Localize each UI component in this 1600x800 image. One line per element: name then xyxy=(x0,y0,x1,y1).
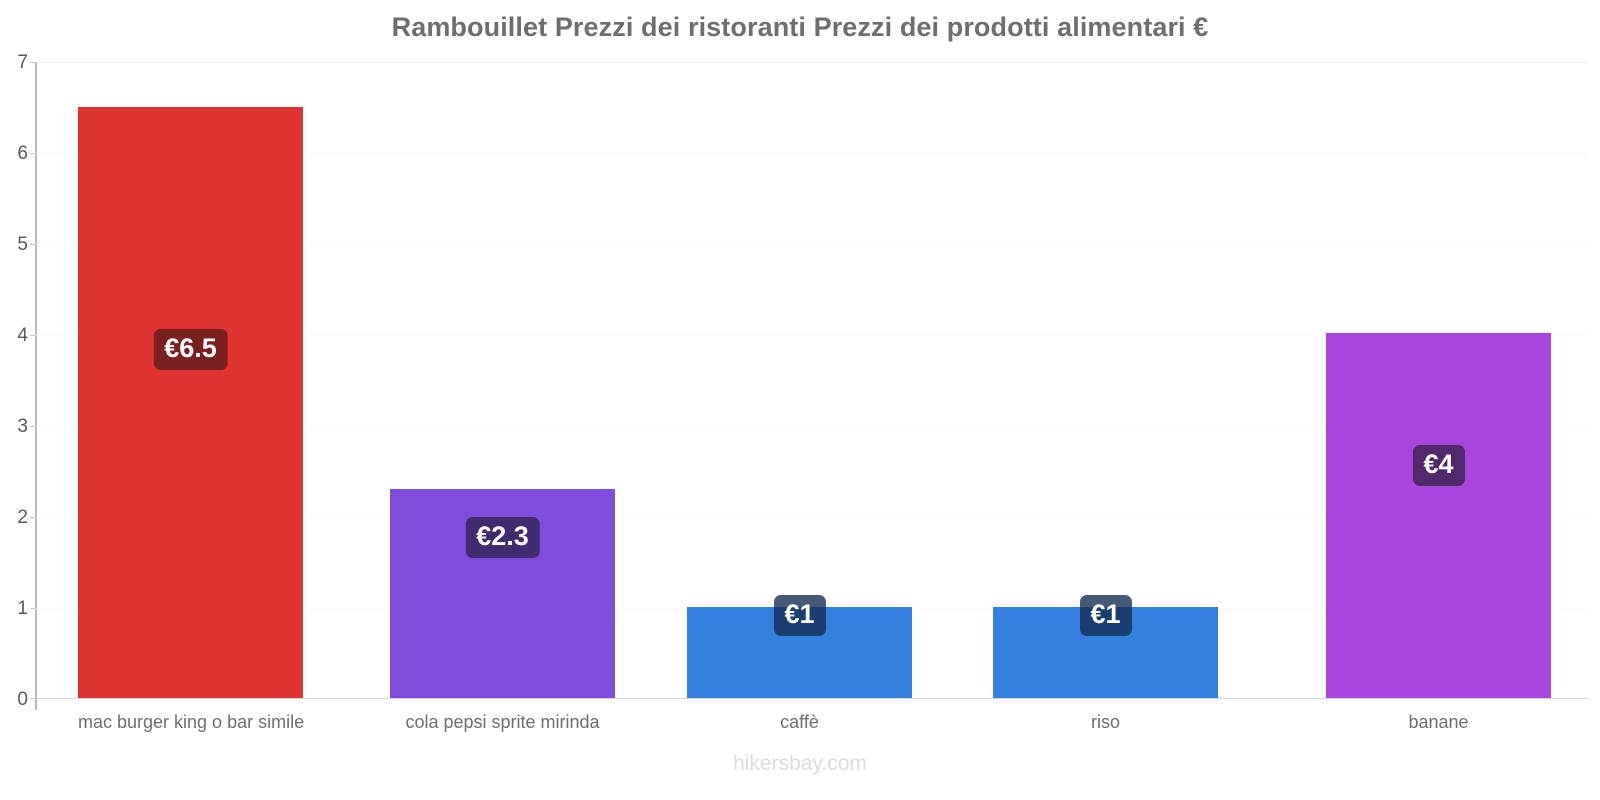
gridline-4 xyxy=(36,335,1588,336)
y-axis-line xyxy=(35,62,37,710)
chart-title: Rambouillet Prezzi dei ristoranti Prezzi… xyxy=(391,12,1209,42)
y-tick-label-5: 5 xyxy=(17,234,28,255)
gridline-7 xyxy=(36,62,1588,63)
y-tick-mark-2 xyxy=(30,517,37,518)
bar-riso[interactable]: €1 xyxy=(993,595,1218,698)
plot-area: €6.5 €2.3 €1 €1 €4 xyxy=(36,62,1588,698)
bar-banane[interactable]: €4 xyxy=(1326,333,1551,698)
gridline-6 xyxy=(36,153,1588,154)
y-tick-label-4: 4 xyxy=(17,325,28,346)
y-tick-mark-0 xyxy=(30,698,37,699)
x-tick-label-riso: riso xyxy=(1090,712,1120,732)
y-tick-mark-7 xyxy=(30,62,37,63)
x-tick-label-banane: banane xyxy=(1408,712,1469,732)
bar-value-label-4: €4 xyxy=(1412,445,1465,486)
bar-value-label-1: €2.3 xyxy=(465,517,540,558)
gridline-2 xyxy=(36,517,1588,518)
bar-mac-burger-king-o-bar-simile[interactable]: €6.5 xyxy=(78,107,303,698)
bar-cola-pepsi-sprite-mirinda[interactable]: €2.3 xyxy=(390,489,615,698)
bar-caffe[interactable]: €1 xyxy=(687,595,912,698)
x-tick-label-mac-burger-king-o-bar-simile: mac burger king o bar simile xyxy=(78,712,305,732)
y-tick-label-0: 0 xyxy=(17,689,28,710)
bar-value-label-2: €1 xyxy=(773,595,826,636)
footer-credit: hikersbay.com xyxy=(733,752,867,775)
y-tick-mark-1 xyxy=(30,608,37,609)
y-tick-label-6: 6 xyxy=(17,143,28,164)
x-tick-label-caffe: caffè xyxy=(780,712,819,732)
y-tick-label-3: 3 xyxy=(17,416,28,437)
y-axis: 7 6 5 4 3 2 1 0 xyxy=(0,0,28,800)
y-tick-label-7: 7 xyxy=(17,52,28,73)
y-tick-mark-4 xyxy=(30,335,37,336)
gridline-5 xyxy=(36,244,1588,245)
x-tick-label-cola-pepsi-sprite-mirinda: cola pepsi sprite mirinda xyxy=(405,712,600,732)
bar-value-label-0: €6.5 xyxy=(153,329,228,370)
x-axis-line xyxy=(36,698,1588,699)
y-tick-label-1: 1 xyxy=(17,598,28,619)
y-tick-label-2: 2 xyxy=(17,507,28,528)
y-tick-mark-5 xyxy=(30,244,37,245)
bar-value-label-3: €1 xyxy=(1079,595,1132,636)
y-tick-mark-3 xyxy=(30,426,37,427)
y-tick-mark-6 xyxy=(30,153,37,154)
gridline-3 xyxy=(36,426,1588,427)
